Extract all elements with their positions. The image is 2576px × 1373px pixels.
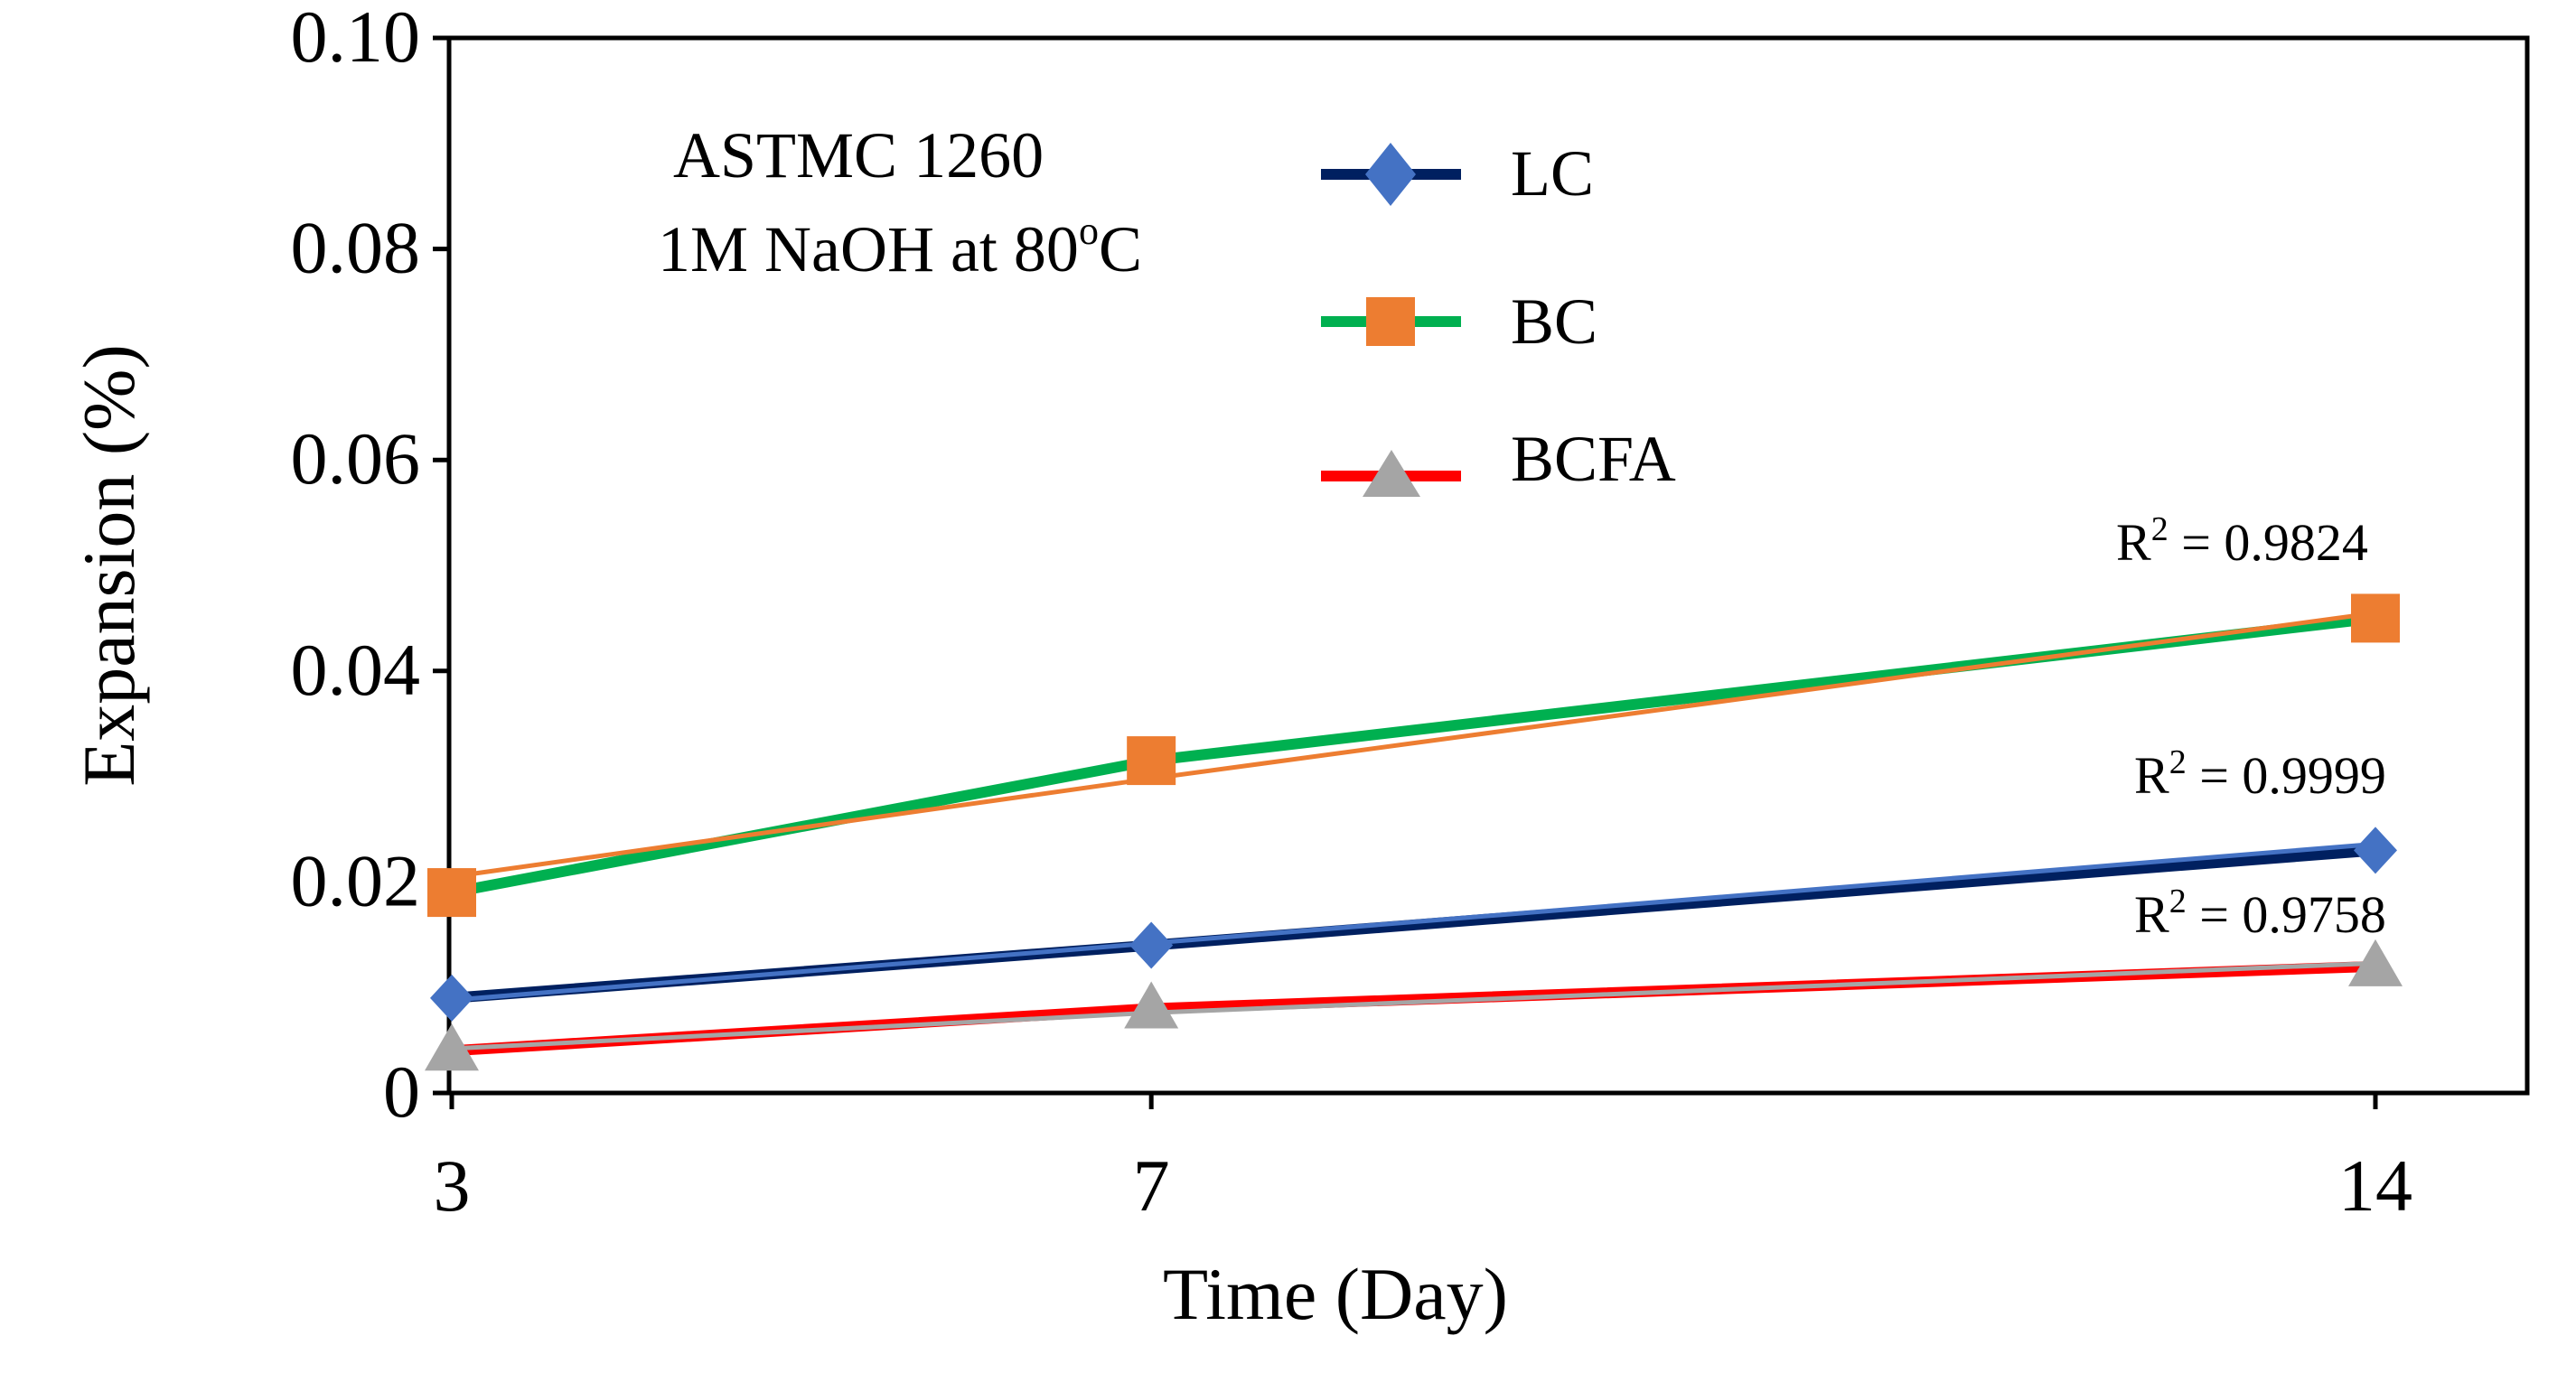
legend-item-lc: LC [1321, 137, 1594, 210]
legend-item-bcfa: BCFA [1321, 423, 1676, 497]
test-method-note: ASTMC 1260 [673, 119, 1044, 191]
legend-label-bc: BC [1511, 285, 1597, 358]
trendline-bc [451, 611, 2376, 880]
legend-item-bc: BC [1321, 285, 1597, 358]
legend-marker-lc [1365, 143, 1416, 206]
data-point-lc [2354, 827, 2397, 874]
legend-marker-bcfa [1363, 450, 1420, 497]
y-tick-label: 0.10 [291, 0, 421, 78]
r2-label-bcfa: R2 = 0.9758 [2134, 883, 2386, 944]
test-condition-main: 1M NaOH at 80 [658, 213, 1079, 285]
y-tick-label: 0.04 [291, 629, 421, 711]
series-line-bc [450, 612, 2376, 898]
plot-area [446, 35, 2530, 1096]
data-point-bcfa [425, 1023, 479, 1071]
axes-layer: 0 0.02 0.04 0.06 0.08 0.10 3 7 14 [291, 0, 2413, 1227]
test-condition-unit: C [1099, 213, 1142, 285]
x-axis-title: Time (Day) [1163, 1253, 1508, 1335]
r2-label-bcfa-exp: 2 [2169, 883, 2187, 920]
legend-label-lc: LC [1511, 137, 1594, 210]
legend: LC BC BCFA [1321, 137, 1676, 497]
x-tick-label: 14 [2338, 1144, 2412, 1227]
x-tick-label: 7 [1133, 1144, 1170, 1227]
x-tick-label: 3 [434, 1144, 471, 1227]
r2-label-bc: R2 = 0.9824 [2116, 510, 2368, 572]
y-tick-label: 0.08 [291, 207, 421, 289]
data-point-bcfa [2348, 939, 2403, 986]
data-point-lc [1129, 921, 1174, 969]
r2-label-bc-value: = 0.9824 [2169, 513, 2368, 572]
r2-label-bc-exp: 2 [2151, 510, 2169, 548]
legend-marker-bc [1366, 297, 1415, 346]
r2-label-lc-value: = 0.9999 [2187, 746, 2386, 805]
data-point-bc [2351, 593, 2400, 643]
data-point-bc [427, 868, 476, 918]
test-condition-note: 1M NaOH at 80oC [658, 209, 1142, 285]
r2-label-bcfa-value: = 0.9758 [2187, 885, 2386, 944]
r2-label-lc-r: R [2134, 746, 2169, 805]
data-point-lc [430, 974, 473, 1022]
data-point-bc [1127, 736, 1176, 786]
legend-label-bcfa: BCFA [1511, 423, 1676, 495]
r2-label-bc-r: R [2116, 513, 2151, 572]
y-tick-label: 0 [383, 1051, 420, 1133]
r2-label-lc-exp: 2 [2169, 743, 2187, 781]
y-axis-title: Expansion (%) [68, 344, 150, 787]
series-layer [425, 593, 2403, 1071]
r2-label-bcfa-r: R [2134, 885, 2169, 944]
test-condition-degree: o [1079, 209, 1099, 253]
data-point-bcfa [1124, 981, 1179, 1029]
r2-label-lc: R2 = 0.9999 [2134, 743, 2386, 805]
y-tick-label: 0.06 [291, 417, 421, 500]
y-tick-label: 0.02 [291, 839, 421, 921]
